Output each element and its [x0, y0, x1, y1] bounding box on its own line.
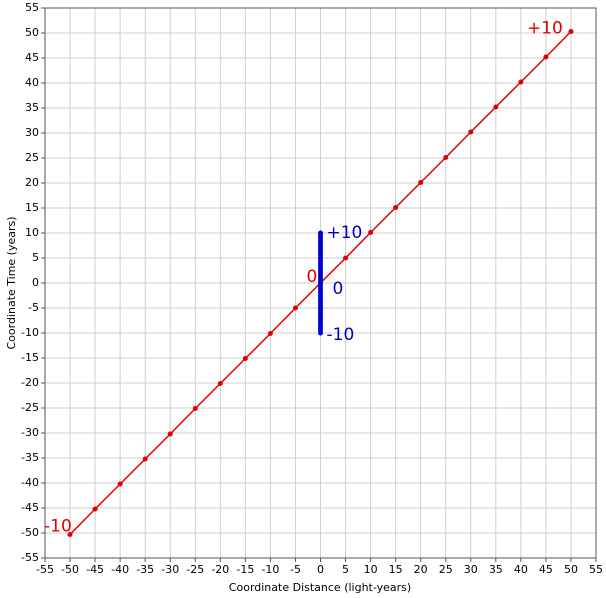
point: [543, 54, 549, 60]
y-tick-label: 0: [32, 276, 39, 289]
x-axis-title: Coordinate Distance (light-years): [229, 581, 411, 594]
y-tick-label: 55: [25, 1, 39, 14]
y-tick-label: -40: [21, 476, 39, 489]
x-tick-label: -35: [136, 563, 154, 576]
y-tick-label: -50: [21, 526, 39, 539]
point: [92, 506, 98, 512]
x-tick-label: 20: [414, 563, 428, 576]
point: [468, 129, 474, 135]
y-tick-label: 20: [25, 176, 39, 189]
y-axis-title: Coordinate Time (years): [5, 216, 18, 349]
point: [368, 230, 374, 235]
x-tick-label: 0: [317, 563, 324, 576]
y-tick-label: -55: [21, 551, 39, 564]
point: [343, 255, 349, 261]
x-tick-label: 25: [439, 563, 453, 576]
y-tick-label: -20: [21, 376, 39, 389]
y-tick-label: -45: [21, 501, 39, 514]
point: [267, 331, 273, 336]
x-tick-label: 35: [489, 563, 503, 576]
y-tick-label: 15: [25, 201, 39, 214]
point: [67, 532, 73, 537]
point: [518, 79, 524, 85]
y-tick-label: -25: [21, 401, 39, 414]
point: [318, 230, 323, 236]
y-tick-label: -5: [28, 301, 39, 314]
point: [167, 431, 173, 437]
x-tick-label: -20: [211, 563, 229, 576]
point: [192, 406, 198, 411]
x-tick-label: -40: [111, 563, 129, 576]
point: [292, 305, 298, 311]
x-tick-label: 45: [539, 563, 553, 576]
point: [418, 180, 424, 185]
y-tick-label: 35: [25, 101, 39, 114]
point-label: +10: [527, 19, 563, 39]
x-tick-label: -5: [290, 563, 301, 576]
point-label: 0: [333, 279, 344, 299]
plot-border: [44, 7, 597, 559]
point-label: -10: [44, 517, 72, 537]
x-tick-label: -45: [86, 563, 104, 576]
point: [242, 356, 248, 361]
x-tick-label: 30: [464, 563, 478, 576]
x-tick-label: -50: [61, 563, 79, 576]
y-tick-label: 30: [25, 126, 39, 139]
x-tick-label: -15: [236, 563, 254, 576]
x-tick-label: 55: [589, 563, 603, 576]
x-tick-label: -30: [161, 563, 179, 576]
point-label: +10: [327, 223, 363, 243]
y-tick-label: 45: [25, 51, 39, 64]
y-tick-label: -35: [21, 451, 39, 464]
point: [217, 381, 223, 386]
x-tick-label: 5: [342, 563, 349, 576]
point: [493, 104, 499, 110]
point-label: -10: [327, 325, 355, 345]
x-tick-label: 40: [514, 563, 528, 576]
x-tick-label: -25: [186, 563, 204, 576]
point: [117, 481, 123, 487]
x-tick-label: -10: [261, 563, 279, 576]
point: [443, 155, 449, 160]
y-tick-label: 40: [25, 76, 39, 89]
y-tick-label: -15: [21, 351, 39, 364]
point: [393, 205, 399, 210]
x-tick-label: 50: [564, 563, 578, 576]
x-tick-label: -55: [36, 563, 54, 576]
x-tick-label: 10: [364, 563, 378, 576]
y-tick-label: -30: [21, 426, 39, 439]
y-tick-label: 5: [32, 251, 39, 264]
point: [568, 29, 574, 34]
x-tick-label: 15: [389, 563, 403, 576]
y-tick-label: 10: [25, 226, 39, 239]
point-label: 0: [307, 267, 318, 287]
y-tick-label: 50: [25, 26, 39, 39]
y-tick-label: 25: [25, 151, 39, 164]
point: [142, 456, 148, 462]
y-tick-label: -10: [21, 326, 39, 339]
